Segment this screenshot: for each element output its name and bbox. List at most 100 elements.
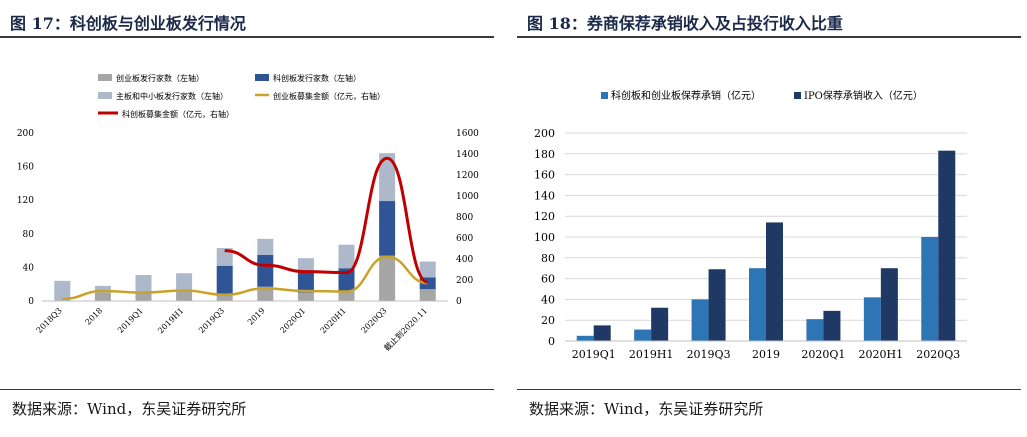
- bar-segment: [419, 261, 436, 278]
- legend-label: IPO保荐承销收入（亿元）: [804, 89, 923, 102]
- bar-segment: [419, 289, 436, 301]
- y-tick-label: 140: [534, 189, 555, 202]
- y-left-tick-label: 80: [23, 230, 35, 240]
- legend-label: 创业板发行家数（左轴）: [116, 73, 204, 83]
- bar-segment: [216, 248, 233, 266]
- bar-segment: [176, 273, 193, 292]
- bar: [691, 299, 709, 341]
- legend-label: 科创板发行家数（左轴）: [273, 73, 361, 83]
- bar: [880, 268, 898, 341]
- x-tick-label: 2019Q1: [116, 306, 145, 335]
- x-tick-label: 2019H1: [629, 348, 674, 361]
- figure-18-title: 图 18：券商保荐承销收入及占投行收入比重: [527, 14, 843, 33]
- x-tick-label: 截止到2020.11: [382, 305, 429, 352]
- y-left-tick-label: 0: [28, 297, 34, 307]
- y-tick-label: 20: [541, 314, 555, 327]
- x-tick-label: 2020Q3: [360, 306, 389, 335]
- y-tick-label: 200: [534, 127, 555, 140]
- bar-segment: [94, 285, 111, 293]
- bar-segment: [54, 280, 71, 301]
- legend-label: 主板和中小板发行家数（左轴）: [116, 91, 228, 101]
- bar: [766, 222, 783, 341]
- x-tick-label: 2019Q3: [687, 348, 731, 361]
- y-tick-label: 0: [548, 335, 555, 348]
- legend-swatch: [255, 74, 269, 81]
- series-line: [62, 255, 428, 301]
- bar: [593, 325, 611, 341]
- bar-segment: [379, 153, 396, 202]
- y-tick-label: 100: [534, 231, 555, 244]
- figure-18-panel: 图 18：券商保荐承销收入及占投行收入比重 0 20 40 60 80 100 120 140…: [517, 0, 1027, 437]
- bar: [576, 335, 594, 341]
- bar-segment: [94, 292, 111, 301]
- bar-segment: [135, 274, 152, 294]
- bar: [749, 268, 766, 341]
- y-left-tick-label: 120: [17, 196, 34, 206]
- bar-segment: [338, 244, 355, 269]
- bar-segment: [257, 238, 274, 255]
- x-tick-label: 2020Q1: [801, 348, 845, 361]
- bar: [938, 150, 956, 341]
- figure-18-chart: 0 20 40 60 80 100 120 140 160 180 200 2019Q1 2019H1 2…: [534, 89, 967, 361]
- x-tick-label: 2020Q1: [278, 306, 307, 335]
- legend-label: 创业板募集金额（亿元，右轴）: [273, 91, 385, 101]
- bar: [806, 319, 824, 341]
- legend-swatch: [98, 92, 112, 99]
- figure-17-title: 图 17：科创板与创业板发行情况: [10, 14, 246, 33]
- y-left-tick-label: 40: [23, 263, 35, 273]
- y-right-tick-label: 800: [456, 213, 473, 223]
- bar: [823, 310, 841, 341]
- bar: [863, 297, 881, 341]
- bar-segment: [257, 254, 274, 287]
- bar: [708, 269, 726, 341]
- bar-segment: [216, 265, 233, 295]
- y-right-tick-label: 400: [456, 255, 473, 265]
- x-tick-label: 2020Q3: [916, 348, 960, 361]
- y-tick-label: 60: [541, 273, 555, 286]
- figure-18-top-rule: [517, 36, 1021, 38]
- x-tick-label: 2018Q3: [35, 306, 64, 335]
- y-right-tick-label: 1200: [456, 171, 479, 181]
- x-tick-label: 2019: [246, 306, 267, 327]
- y-tick-label: 180: [534, 148, 555, 161]
- x-tick-label: 2019: [752, 348, 780, 361]
- y-left-tick-label: 200: [17, 129, 34, 139]
- x-tick-label: 2020H1: [319, 306, 348, 335]
- series-line: [224, 156, 429, 284]
- y-tick-label: 40: [541, 293, 555, 306]
- y-right-tick-label: 600: [456, 234, 473, 244]
- legend-swatch: [98, 74, 112, 81]
- legend-label: 科创板募集金额（亿元，右轴）: [122, 109, 234, 119]
- y-tick-label: 80: [541, 252, 555, 265]
- bar-segment: [297, 292, 314, 301]
- x-tick-label: 2019H1: [156, 306, 185, 335]
- bar: [634, 329, 652, 341]
- figure-18-source: 数据来源：Wind，东吴证券研究所: [529, 400, 764, 418]
- bar-segment: [379, 201, 396, 256]
- figure-17-top-rule: [0, 36, 494, 38]
- figure-18-bottom-rule: [517, 389, 1021, 390]
- bar-segment: [176, 291, 193, 301]
- bar-segment: [297, 270, 314, 293]
- bar-segment: [338, 290, 355, 301]
- bar: [921, 237, 939, 341]
- y-tick-label: 160: [534, 169, 555, 182]
- y-right-tick-label: 1400: [456, 150, 479, 160]
- y-right-tick-label: 1600: [456, 129, 479, 139]
- bar-segment: [257, 286, 274, 301]
- y-right-tick-label: 1000: [456, 192, 479, 202]
- x-tick-label: 2018: [84, 306, 105, 327]
- y-right-tick-label: 200: [456, 276, 473, 286]
- figure-17-chart: 0 40 80 120 160 200 0 200 400 600 800 1000 1200 1400 1…: [17, 73, 479, 353]
- x-tick-label: 2019Q1: [572, 348, 616, 361]
- bar-segment: [135, 293, 152, 301]
- bar: [651, 307, 669, 341]
- figure-17-panel: 图 17：科创板与创业板发行情况 0 40 80 120 160 200 0 200 400 60…: [0, 0, 500, 437]
- bar-segment: [379, 255, 396, 301]
- x-tick-label: 2019Q3: [197, 306, 226, 335]
- legend-label: 科创板和创业板保荐承销（亿元）: [611, 89, 761, 102]
- legend-swatch: [601, 92, 608, 99]
- bar-segment: [297, 258, 314, 271]
- figure-17-bottom-rule: [0, 389, 494, 390]
- y-right-tick-label: 0: [456, 297, 462, 307]
